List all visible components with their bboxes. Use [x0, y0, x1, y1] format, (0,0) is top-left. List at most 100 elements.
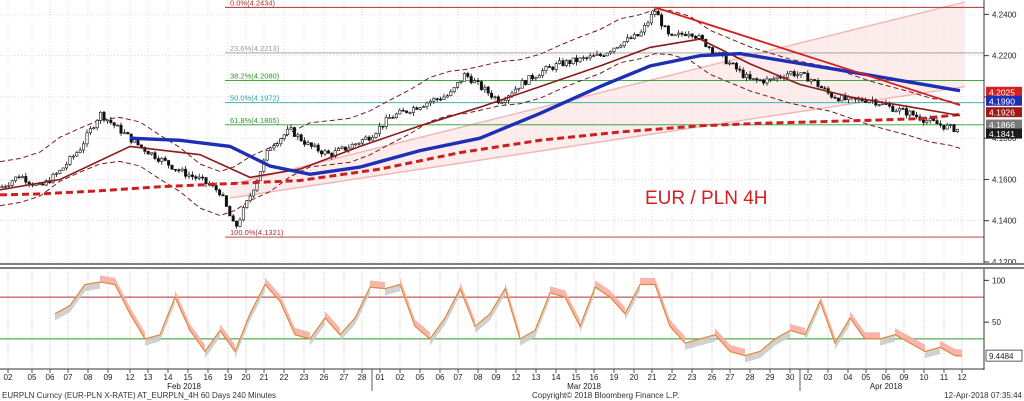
candle-body [306, 142, 310, 145]
candle-body [476, 80, 480, 82]
moving-averages [0, 38, 961, 197]
candle-body [65, 164, 69, 169]
candle-body [218, 189, 222, 196]
candle-body [690, 33, 694, 37]
candle-body [707, 46, 711, 48]
candle-body [394, 113, 398, 118]
candle-body [612, 47, 616, 52]
x-tick-label: 19 [610, 373, 619, 382]
x-tick-label: 29 [766, 373, 775, 382]
candle-body [891, 105, 895, 112]
candle-body [340, 146, 344, 149]
x-tick-label: 01 [376, 373, 385, 382]
x-tick-label: 28 [746, 373, 755, 382]
candle-body [163, 157, 167, 161]
candle-body [245, 200, 249, 208]
candle-body [360, 139, 364, 144]
x-tick-label: 04 [844, 373, 853, 382]
candle-body [864, 100, 868, 103]
candle-body [833, 96, 837, 99]
candle-body [755, 78, 759, 81]
x-tick-label: 16 [204, 373, 213, 382]
candle-body [119, 124, 123, 134]
candle-body [908, 110, 912, 116]
oscillator-axis: 100 50 9.4484 [984, 276, 1023, 362]
candle-body [666, 25, 670, 35]
x-tick-label: 28 [358, 373, 367, 382]
candle-body [520, 80, 524, 89]
candle-body [571, 57, 575, 64]
candle-body [316, 144, 320, 152]
x-tick-label: 02 [804, 373, 813, 382]
candle-body [656, 11, 660, 16]
candle-body [663, 25, 667, 28]
candle-body [932, 118, 936, 121]
candle-body [184, 168, 188, 177]
candle-body [921, 119, 925, 123]
candle-body [214, 185, 218, 191]
candle-body [92, 127, 96, 130]
x-tick-label: 12 [126, 373, 135, 382]
candle-body [150, 152, 154, 155]
y-tick-label: 4.1200 [992, 258, 1017, 267]
candle-body [432, 98, 436, 102]
candle-body [377, 125, 381, 134]
candle-body [734, 63, 738, 70]
candle-body [27, 181, 31, 185]
price-badge-label: 4.1841 [989, 129, 1015, 139]
candle-body [636, 34, 640, 37]
x-tick-label: 09 [104, 373, 113, 382]
x-tick-label: 15 [572, 373, 581, 382]
candle-body [772, 78, 776, 81]
candle-body [401, 109, 405, 112]
x-tick-label: 16 [590, 373, 599, 382]
candle-body [925, 120, 929, 123]
candle-body [17, 176, 21, 179]
footer-right: 12-Apr-2018 07:35:44 [944, 391, 1022, 400]
candle-body [452, 87, 456, 93]
month-label: Feb 2018 [167, 382, 201, 391]
osc-shade [805, 301, 820, 342]
x-tick-label: 11 [940, 373, 949, 382]
candle-body [728, 62, 732, 65]
osc-shade [160, 297, 175, 342]
candle-body [109, 119, 113, 123]
osc-shade [340, 318, 355, 342]
candle-body [503, 100, 507, 103]
candle-body [486, 86, 490, 94]
candle-body [95, 120, 99, 129]
osc-shade [835, 318, 850, 350]
price-badge [986, 107, 1022, 118]
candle-body [228, 206, 232, 217]
candle-body [605, 52, 609, 57]
candle-body [221, 194, 225, 197]
osc-shade [775, 330, 790, 346]
candle-body [928, 118, 932, 121]
candle-body [904, 108, 908, 116]
candle-body [598, 53, 602, 56]
candle-body [683, 34, 687, 37]
candle-body [581, 57, 585, 59]
up-channel [229, 1, 966, 199]
candle-body [326, 150, 330, 154]
candle-body [85, 132, 89, 145]
osc-shade [460, 282, 475, 327]
osc-shade [730, 344, 745, 356]
candle-body [881, 102, 885, 105]
y-tick-label: 4.1800 [992, 134, 1017, 143]
candle-body [20, 176, 24, 179]
fib-label: 100.0%(4.1321) [230, 228, 284, 237]
candle-body [554, 63, 558, 70]
candle-body [592, 55, 596, 57]
candle-body [112, 122, 116, 126]
osc-shade [700, 334, 715, 346]
candle-body [422, 106, 426, 108]
candle-body [935, 120, 939, 125]
osc-shade [175, 290, 190, 331]
x-tick-label: 27 [340, 373, 349, 382]
candle-body [622, 41, 626, 47]
candle-body [646, 22, 650, 26]
x-tick-label: 14 [164, 373, 173, 382]
y-tick-label: 4.1400 [992, 217, 1017, 226]
candle-body [745, 74, 749, 79]
